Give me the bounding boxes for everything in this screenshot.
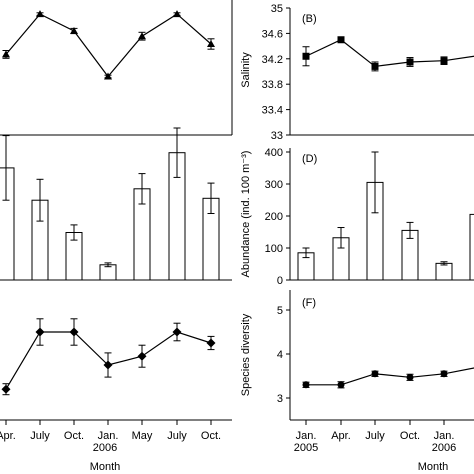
- panel-e-point: [103, 360, 113, 370]
- panel-f-point: [440, 370, 448, 378]
- panel-b-ylabel: Salinity: [240, 52, 252, 88]
- panel-d-bar: [435, 262, 453, 281]
- panel-e-point: [69, 327, 79, 337]
- panel-e-point: [172, 327, 182, 337]
- panel-b-y-tick-label: 33.4: [262, 105, 283, 117]
- panel-d-y-tick-label: 200: [265, 211, 283, 223]
- panel-d-y-tick-label: 100: [265, 243, 283, 255]
- left-x-ticks: Apr. July Oct. Jan. May July Oct.: [0, 420, 221, 442]
- panel-b-point: [302, 52, 310, 60]
- left-x-tick-label: July: [30, 430, 50, 442]
- panel-b-point: [371, 62, 379, 70]
- panel-f-point: [302, 381, 310, 389]
- right-year-label: 2006: [432, 442, 456, 454]
- panel-a-point: [138, 32, 146, 40]
- panel-b-y-tick-label: 33.8: [262, 79, 283, 91]
- panel-b-y-tick-label: 34.6: [262, 28, 283, 40]
- panel-b-point: [337, 36, 345, 44]
- panel-d-label: (D): [302, 153, 317, 165]
- panel-d: 0 100 200 300 400 (D) Abundance (ind. 100 m⁻…: [240, 147, 474, 287]
- panel-f-line: [306, 367, 474, 386]
- panel-e-series: [1, 318, 216, 396]
- panel-e-point: [137, 351, 147, 361]
- right-x-tick-label: Oct.: [400, 430, 420, 442]
- panel-f-point: [406, 373, 414, 381]
- right-x-tick-label: Jan.: [434, 430, 455, 442]
- panel-c-bar: [0, 167, 15, 281]
- panel-d-ylabel: Abundance (ind. 100 m⁻³): [240, 151, 252, 278]
- panel-e-point: [35, 327, 45, 337]
- panel-d-y-tick-label: 400: [265, 147, 283, 159]
- panel-f-ylabel: Species diversity: [240, 313, 252, 396]
- left-x-tick-label: Jan.: [98, 430, 119, 442]
- right-year-label: 2005: [294, 442, 318, 454]
- left-x-tick-label: Oct.: [64, 430, 84, 442]
- right-x-tick-label: Apr.: [331, 430, 351, 442]
- right-xlabel: Month: [418, 461, 449, 473]
- panel-b-y-tick-label: 35: [271, 3, 283, 15]
- panel-d-bar: [469, 213, 474, 281]
- right-x-tick-label: Jan.: [296, 430, 317, 442]
- panel-f-label: (F): [302, 297, 316, 309]
- panel-d-y-ticks: 0 100 200 300 400: [265, 147, 290, 287]
- panel-f: 3 4 5 (F) Species diversity Jan. Apr. July Oc…: [240, 290, 474, 473]
- panel-a-point: [2, 50, 10, 58]
- panel-b-y-tick-label: 33: [271, 130, 283, 142]
- panel-b-y-tick-label: 34.2: [262, 54, 283, 66]
- panel-a-line: [5, 13, 212, 78]
- panel-f-series: [302, 367, 474, 389]
- panel-d-y-tick-label: 0: [277, 275, 283, 287]
- panel-f-y-tick-label: 4: [277, 349, 283, 361]
- panel-d-series: [297, 151, 474, 281]
- panel-f-y-tick-label: 3: [277, 393, 283, 405]
- panel-a-point: [70, 27, 78, 34]
- right-x-tick-label: July: [365, 430, 385, 442]
- panel-b-line: [305, 39, 474, 68]
- panel-b-point: [440, 57, 448, 65]
- right-x-ticks: Jan. Apr. July Oct. Jan.2005 2006: [294, 420, 456, 454]
- panel-b-series: [302, 36, 474, 72]
- panel-b: 33 33.4 33.8 34.2 34.6 35 (B) Salinity: [240, 3, 474, 142]
- panel-f-point: [371, 370, 379, 378]
- panel-e: Apr. July Oct. Jan. May July Oct. 2006 Month: [0, 318, 232, 473]
- left-x-tick-label: July: [167, 430, 187, 442]
- panel-f-y-tick-label: 5: [277, 305, 283, 317]
- left-year-label: 2006: [93, 442, 117, 454]
- panel-a: [0, 0, 233, 136]
- panel-d-y-tick-label: 300: [265, 179, 283, 191]
- left-x-tick-label: Apr.: [0, 430, 16, 442]
- panel-a-point: [173, 10, 181, 18]
- left-xlabel: Month: [90, 461, 121, 473]
- panel-b-point: [406, 58, 414, 66]
- panel-e-point: [206, 338, 216, 348]
- panel-a-point: [104, 72, 112, 80]
- panel-b-y-ticks: 33 33.4 33.8 34.2 34.6 35: [262, 3, 290, 142]
- panel-a-point: [36, 10, 44, 18]
- panel-c-series: [0, 127, 220, 281]
- panel-c: [0, 127, 232, 281]
- panel-a-series: [2, 10, 215, 80]
- panel-f-point: [337, 381, 345, 389]
- left-x-tick-label: May: [132, 430, 153, 442]
- panel-f-y-ticks: 3 4 5: [277, 305, 290, 405]
- panel-a-point: [207, 40, 215, 47]
- left-x-tick-label: Oct.: [201, 430, 221, 442]
- panel-b-label: (B): [302, 13, 317, 25]
- panel-e-point: [1, 384, 11, 394]
